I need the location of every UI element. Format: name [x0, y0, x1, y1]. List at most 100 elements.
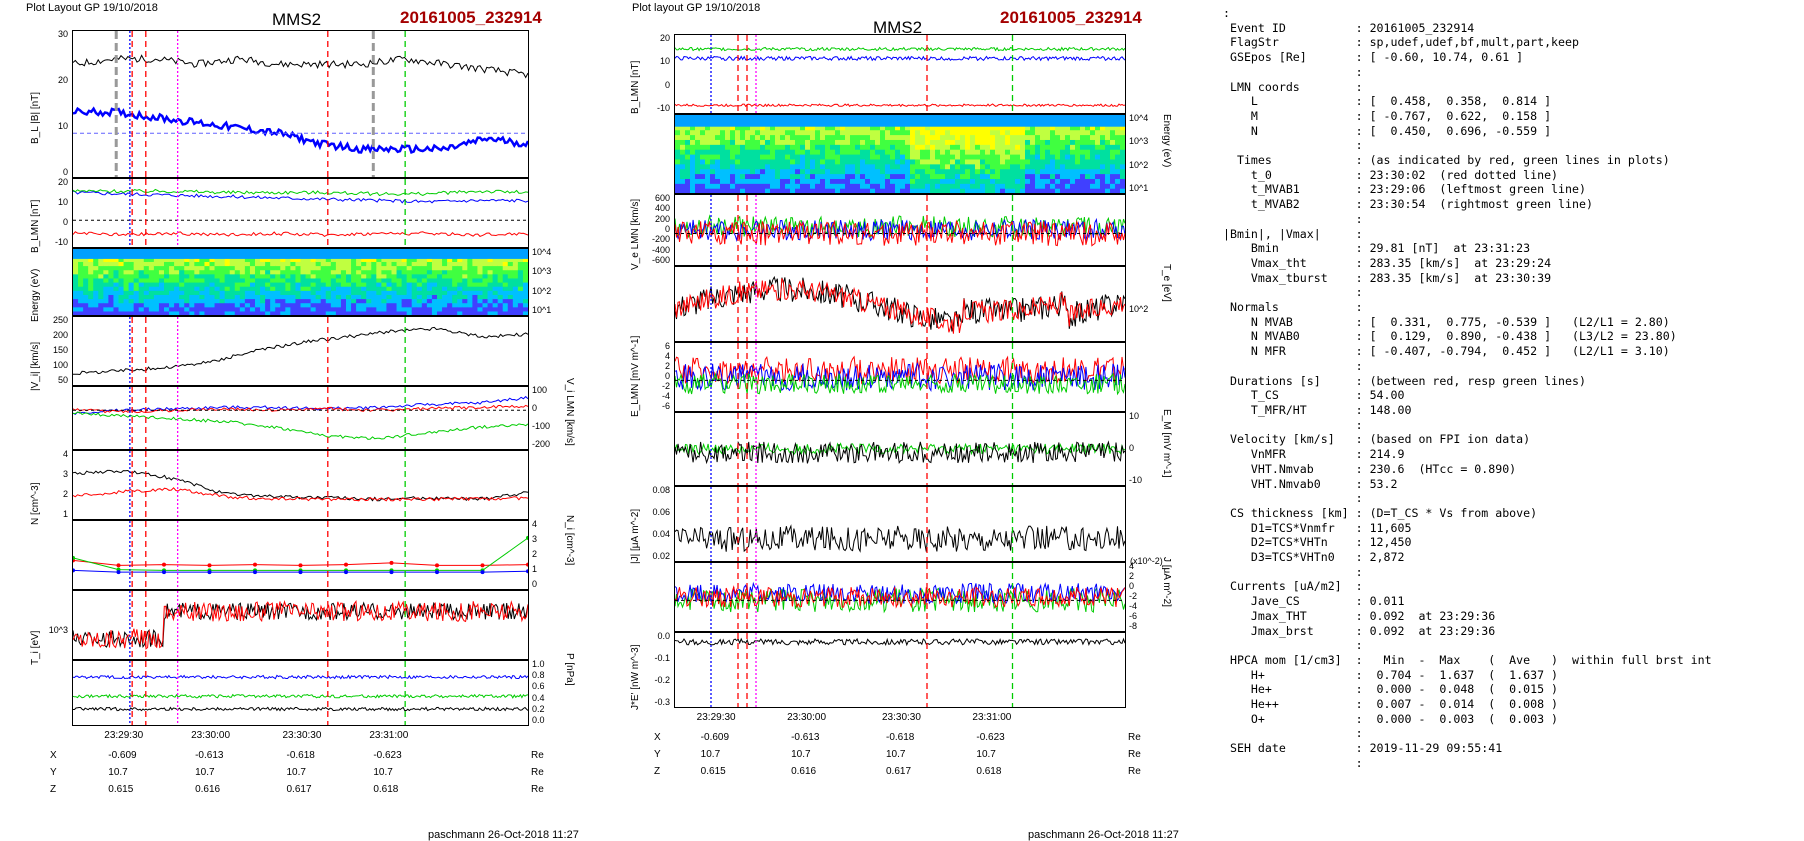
spectrogram-cell — [995, 183, 1001, 189]
spectrogram-cell — [123, 286, 130, 291]
y-tick-label: 200 — [654, 213, 670, 224]
spectrogram-cell — [1075, 139, 1081, 145]
spectrogram-cell — [346, 257, 352, 262]
spectrogram-cell — [915, 168, 921, 175]
spectrogram-cell — [224, 257, 231, 262]
spectrogram-cell — [457, 269, 463, 275]
spectrogram-cell — [695, 188, 701, 193]
spectrogram-cell — [189, 282, 195, 287]
spectrogram-cell — [169, 257, 175, 262]
spectrogram-cell — [815, 154, 821, 160]
spectrogram-cell — [113, 302, 120, 308]
spectrogram-cell — [1115, 149, 1121, 155]
spectrogram-cell — [179, 282, 185, 287]
spectrogram-cell — [1010, 139, 1016, 145]
spectrogram-cell — [442, 257, 448, 262]
info-line: |Bmin|, |Vmax| : — [1223, 226, 1363, 241]
spectrogram-cell — [401, 310, 408, 315]
spectrogram-cell — [835, 154, 841, 160]
spectrogram-cell — [255, 310, 261, 315]
spectrogram-cell — [452, 261, 458, 267]
spectrogram-cell — [290, 294, 297, 300]
spectrogram-cell — [960, 149, 966, 155]
coord-value: 10.7 — [286, 767, 306, 778]
spectrogram-cell — [920, 149, 926, 155]
info-line: SEH date : 2019-11-29 09:55:41 — [1223, 741, 1503, 756]
spectrogram-cell — [275, 310, 281, 315]
spectrogram-cell — [940, 168, 946, 175]
spectrogram-cell — [825, 168, 831, 175]
spectrogram-cell — [775, 154, 781, 160]
spectrogram-cell — [710, 178, 716, 184]
spectrogram-cell — [98, 290, 104, 295]
spectrogram-cell — [492, 286, 499, 291]
spectrogram-cell — [920, 163, 926, 170]
spectrogram-cell — [103, 277, 109, 283]
spectrogram-cell — [1015, 129, 1021, 136]
spectrogram-cell — [229, 277, 236, 283]
spectrogram-cell — [179, 298, 185, 304]
spectrogram-cell — [860, 124, 866, 131]
spectrogram-cell — [290, 257, 297, 262]
spectrogram-cell — [875, 144, 881, 150]
spectrogram-cell — [189, 298, 195, 304]
spectrogram-top-band — [675, 115, 1125, 127]
spectrogram-cell — [955, 129, 961, 136]
spectrogram-cell — [1055, 158, 1061, 165]
spectrogram-cell — [925, 129, 931, 136]
spectrogram-cell — [755, 134, 761, 140]
spectrogram-cell — [910, 154, 916, 160]
spectrogram-cell — [1100, 178, 1106, 184]
spectrogram-cell — [497, 273, 504, 279]
spectrogram-cell — [482, 282, 489, 287]
spectrogram-cell — [1110, 163, 1116, 170]
spectrogram-cell — [391, 294, 398, 300]
coord-unit: Re — [531, 750, 544, 761]
spectrogram-cell — [467, 298, 473, 304]
spectrogram-cell — [900, 129, 906, 136]
spectrogram-cell — [815, 149, 821, 155]
spectrogram-cell — [285, 257, 291, 262]
spectrogram-cell — [421, 273, 428, 279]
spectrogram-cell — [825, 149, 831, 155]
panel-electron-spectrogram — [674, 114, 1126, 194]
spectrogram-cell — [199, 306, 206, 312]
spectrogram-cell — [770, 168, 776, 175]
spectrogram-cell — [745, 144, 751, 150]
spectrogram-cell — [1070, 154, 1076, 160]
plot-title-left: MMS2 — [272, 10, 322, 29]
spectrogram-cell — [945, 183, 951, 189]
spectrogram-cell — [730, 188, 736, 193]
spectrogram-cell — [985, 139, 991, 145]
spectrogram-cell — [1100, 183, 1106, 189]
spectrogram-cell — [346, 269, 352, 275]
spectrogram-cell — [875, 129, 881, 136]
spectrogram-cell — [975, 188, 981, 193]
spectrogram-cell — [975, 168, 981, 175]
spectrogram-cell — [940, 129, 946, 136]
spectrogram-cell — [735, 134, 741, 140]
spectrogram-cell — [447, 269, 453, 275]
spectrogram-cell — [1050, 158, 1056, 165]
spectrogram-cell — [870, 158, 876, 165]
spectrogram-cell — [507, 277, 514, 283]
spectrogram-cell — [138, 269, 145, 275]
spectrogram-cell — [970, 149, 976, 155]
spectrogram-cell — [840, 149, 846, 155]
spectrogram-cell — [755, 139, 761, 145]
spectrogram-cell — [366, 290, 372, 295]
spectrogram-cell — [497, 302, 504, 308]
spectrogram-cell — [800, 158, 806, 165]
spectrogram-cell — [133, 282, 140, 287]
spectrogram-cell — [1090, 129, 1096, 136]
spectrogram-cell — [975, 124, 981, 131]
y-tick-label: 4 — [532, 519, 538, 529]
spectrogram-cell — [1110, 139, 1116, 145]
spectrogram-cell — [477, 265, 484, 271]
spectrogram-cell — [890, 129, 896, 136]
spectrogram-cell — [406, 273, 413, 279]
spectrogram-cell — [715, 129, 721, 136]
spectrogram-cell — [740, 149, 746, 155]
spectrogram-cell — [1100, 173, 1106, 179]
spectrogram-cell — [885, 129, 891, 136]
